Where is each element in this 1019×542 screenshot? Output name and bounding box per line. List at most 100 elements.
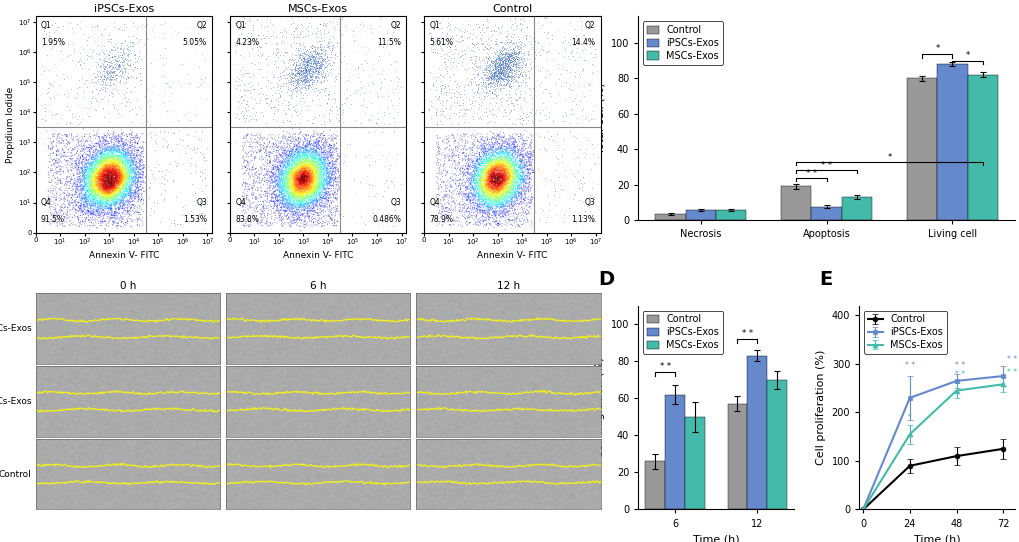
Point (479, 192, 495, 201)
Point (297, 173, 313, 182)
Point (319, 153, 335, 162)
Point (106, 163, 122, 171)
Point (475, 189, 491, 197)
Point (457, 168, 473, 177)
Point (104, 144, 120, 152)
Point (481, 192, 497, 201)
Point (104, 189, 120, 197)
Point (282, 175, 299, 183)
Point (479, 164, 495, 172)
Point (503, 169, 520, 177)
Point (375, 186, 391, 195)
Point (304, 53, 320, 61)
Point (54, 203, 70, 212)
Point (306, 87, 322, 95)
Point (484, 199, 500, 208)
Point (269, 160, 285, 169)
Point (286, 71, 303, 80)
Point (496, 180, 513, 189)
Point (103, 182, 119, 190)
Point (324, 149, 340, 157)
Point (89, 180, 105, 189)
Point (64, 157, 81, 165)
Point (310, 160, 326, 169)
Point (283, 77, 300, 86)
Point (507, 192, 524, 201)
Point (480, 166, 496, 175)
Point (497, 173, 514, 182)
Point (301, 131, 317, 140)
Point (68, 193, 85, 202)
Point (139, 20, 155, 29)
Point (127, 170, 144, 179)
Point (517, 61, 533, 69)
Point (310, 158, 326, 166)
Point (499, 164, 516, 173)
Point (88, 179, 104, 188)
Point (94, 181, 110, 190)
Point (499, 100, 516, 108)
Point (118, 175, 135, 183)
Point (493, 155, 510, 164)
Point (282, 91, 299, 99)
Point (76, 163, 93, 172)
Point (494, 46, 511, 54)
Point (55, 152, 71, 160)
Point (294, 171, 311, 179)
Point (299, 143, 315, 151)
Point (326, 215, 342, 223)
Point (512, 53, 528, 62)
Point (327, 99, 343, 107)
Point (478, 89, 494, 98)
Point (476, 78, 492, 86)
Point (95, 67, 111, 75)
Point (315, 120, 331, 128)
Point (110, 24, 126, 33)
Point (282, 188, 299, 197)
Point (95, 185, 111, 193)
Point (505, 143, 522, 151)
Point (294, 165, 311, 173)
Point (288, 171, 305, 180)
Point (108, 134, 124, 143)
Point (294, 144, 311, 153)
Point (474, 140, 490, 149)
Point (103, 210, 119, 219)
Point (114, 190, 130, 199)
Point (277, 182, 293, 191)
Point (435, 162, 451, 171)
Point (501, 50, 518, 59)
Point (87, 199, 103, 208)
Point (252, 205, 268, 214)
Point (113, 66, 129, 74)
Point (322, 176, 338, 184)
Point (443, 32, 460, 41)
Point (504, 193, 521, 202)
Point (277, 164, 293, 173)
Point (99, 188, 115, 196)
Point (299, 191, 315, 200)
Point (575, 92, 591, 100)
Point (114, 183, 130, 191)
Point (283, 166, 300, 175)
Point (485, 173, 501, 182)
Point (482, 183, 498, 191)
Point (102, 177, 118, 185)
Point (70, 144, 87, 153)
Point (487, 166, 503, 175)
Point (316, 176, 332, 185)
Point (293, 187, 310, 196)
Point (89, 145, 105, 154)
Point (101, 182, 117, 191)
Point (267, 102, 283, 111)
Point (107, 164, 123, 172)
Point (98, 182, 114, 190)
Point (72, 199, 89, 208)
Point (305, 188, 321, 197)
Point (113, 215, 129, 223)
Point (269, 48, 285, 56)
Point (305, 51, 321, 60)
Point (478, 220, 494, 229)
Point (288, 153, 305, 162)
Point (111, 158, 127, 166)
